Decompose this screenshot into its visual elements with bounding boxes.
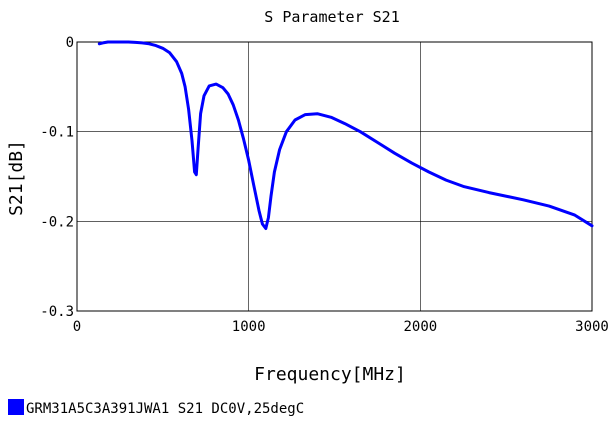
s21-series-line <box>97 40 594 230</box>
plot-area-frame <box>76 41 593 312</box>
y-axis-label: S21[dB] <box>6 140 27 216</box>
y-tick-label: -0.2 <box>40 214 74 230</box>
y-tick-label: 0 <box>66 35 74 51</box>
y-tick-label: -0.3 <box>40 304 74 320</box>
x-tick-label: 1000 <box>232 319 266 335</box>
x-tick-label: 0 <box>73 319 81 335</box>
x-tick-label: 3000 <box>575 319 608 335</box>
tick-labels: 0 1000 2000 3000 0 -0.1 -0.2 -0.3 <box>40 35 608 335</box>
legend: GRM31A5C3A391JWA1 S21 DC0V,25degC <box>8 399 304 417</box>
legend-swatch <box>8 399 24 415</box>
x-tick-label: 2000 <box>403 319 437 335</box>
y-tick-label: -0.1 <box>40 125 74 141</box>
grid-lines <box>77 42 592 311</box>
legend-label: GRM31A5C3A391JWA1 S21 DC0V,25degC <box>26 401 304 417</box>
x-axis-label: Frequency[MHz] <box>254 364 406 385</box>
chart-title: S Parameter S21 <box>264 8 399 26</box>
